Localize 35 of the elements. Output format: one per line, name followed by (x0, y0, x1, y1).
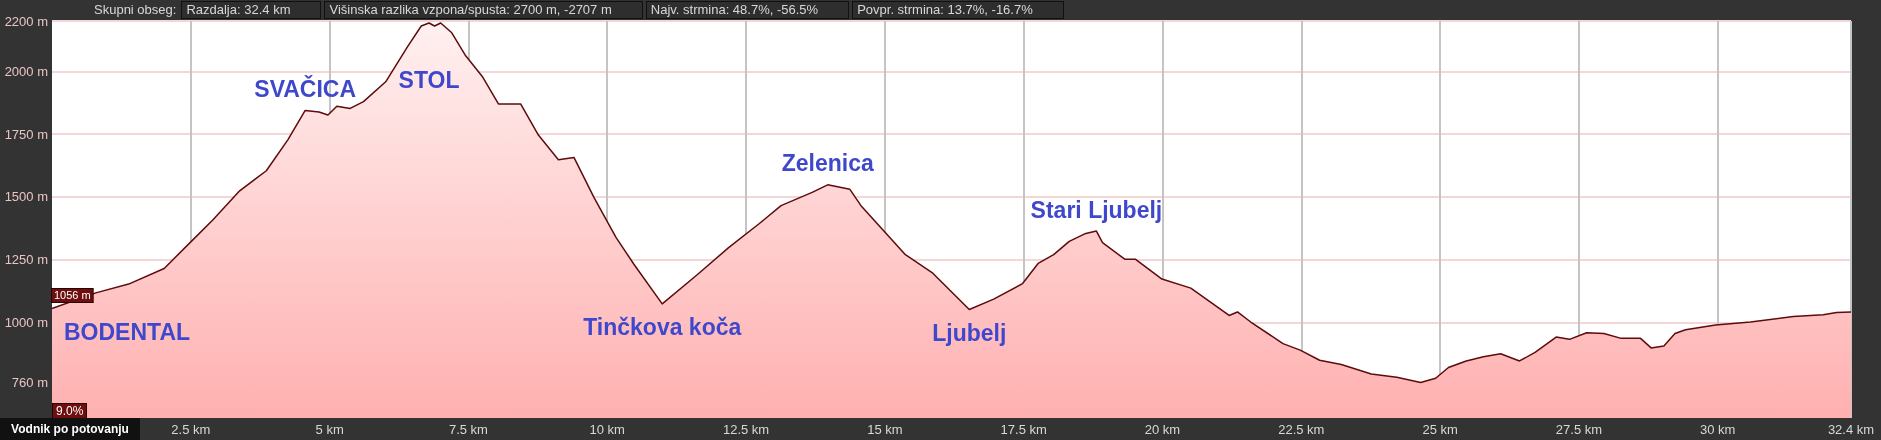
annotation: Tinčkova koča (583, 314, 742, 341)
annotation: BODENTAL (64, 318, 191, 345)
x-tick-label: 20 km (1144, 422, 1181, 437)
y-tick-label: 1500 m (4, 189, 48, 205)
annotation: Ljubelj (932, 319, 1007, 346)
x-tick-label: 10 km (589, 422, 625, 437)
x-tick-label: 27.5 km (1555, 422, 1603, 437)
y-tick-label: 1750 m (4, 126, 48, 142)
x-tick-label: 32.4 km (1827, 422, 1875, 437)
y-tick-label: 1000 m (4, 315, 48, 331)
x-tick-label: 22.5 km (1278, 422, 1325, 437)
x-tick-label: 7.5 km (448, 422, 488, 437)
x-tick-label: 25 km (1422, 422, 1458, 437)
text: Vodnik po potovanju (0, 418, 140, 440)
annotation: 9.0% (52, 403, 88, 420)
y-tick-label: 760 m (11, 375, 48, 391)
x-tick-label: 17.5 km (1000, 422, 1047, 437)
y-tick-label: 1250 m (4, 252, 48, 268)
annotation: Stari Ljubelj (1030, 196, 1163, 223)
text: Najv. strmina: 48.7%, -56.5% (645, 0, 850, 19)
y-tick-label: 2000 m (4, 63, 48, 79)
x-tick-label: 12.5 km (722, 422, 770, 437)
annotation: SVAČICA (254, 74, 357, 102)
text: Skupni obseg: (93, 2, 178, 17)
x-tick-label: 30 km (1700, 422, 1736, 437)
text: Razdalja: 32.4 km (181, 0, 322, 19)
annotation: STOL (398, 66, 460, 93)
y-tick-label: 2200 m (4, 13, 48, 29)
text: Višinska razlika vzpona/spusta: 2700 m, -2707 m (324, 0, 643, 19)
x-tick-label: 2.5 km (171, 422, 211, 437)
x-tick-label: 15 km (867, 422, 903, 437)
annotation: Zelenica (781, 150, 874, 177)
x-tick-label: 5 km (315, 422, 344, 437)
text: Povpr. strmina: 13.7%, -16.7% (852, 0, 1064, 19)
data-label: 1056 m (54, 289, 91, 302)
